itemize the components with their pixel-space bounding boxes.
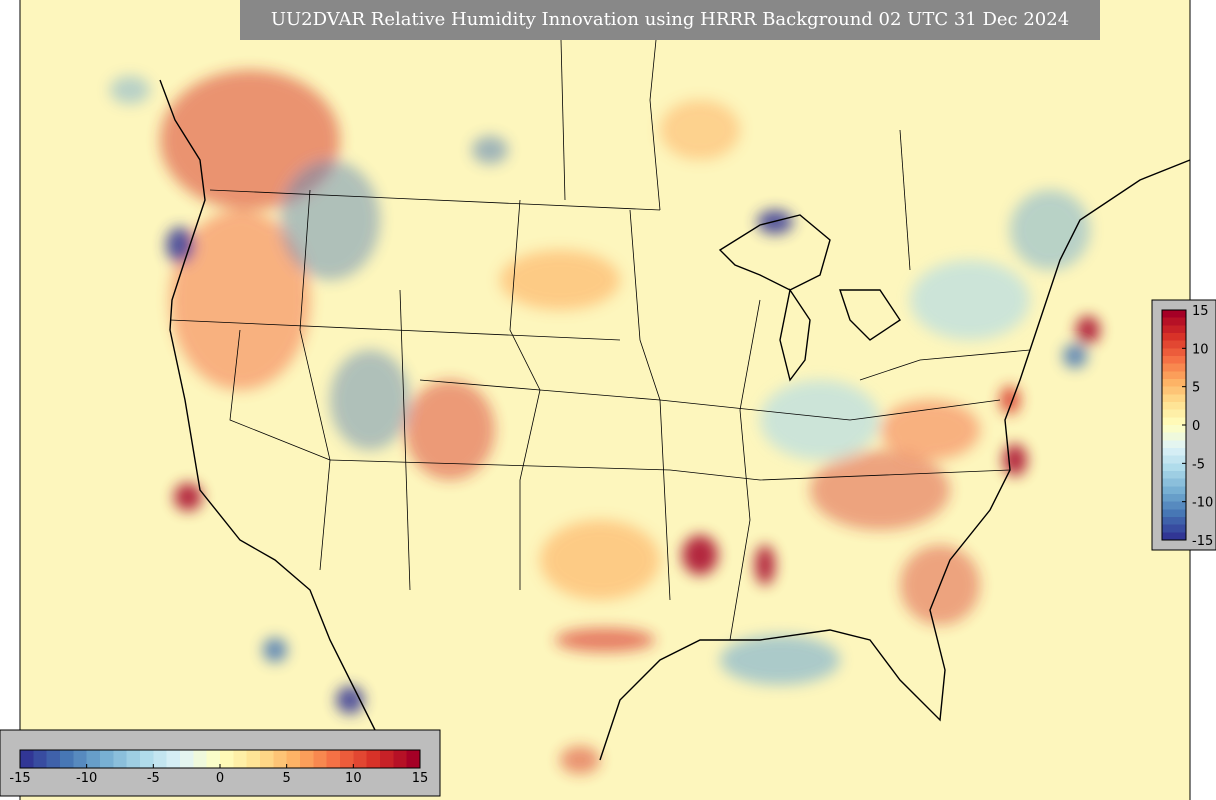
colorbar-tick-label: 15 xyxy=(412,771,429,786)
colorbar-tick-label: -15 xyxy=(1192,534,1213,549)
colorbar-tick-label: 10 xyxy=(345,771,362,786)
colorbar-tick-label: 0 xyxy=(1192,419,1200,434)
colorbar-tick-label: 15 xyxy=(1192,304,1209,319)
colorbar-tick-label: -15 xyxy=(9,771,30,786)
title-box: UU2DVAR Relative Humidity Innovation usi… xyxy=(240,0,1100,40)
colorbar-horizontal: -15 -10 -5 0 5 10 15 xyxy=(0,729,441,797)
field-anomalies xyxy=(110,70,1100,774)
colorbar-tick-label: -10 xyxy=(1192,496,1213,511)
colorbar-tick-label: -5 xyxy=(1192,457,1205,472)
map-field xyxy=(19,0,1191,800)
colorbar-vertical: -15 -10 -5 0 5 10 15 xyxy=(1151,299,1216,551)
borders xyxy=(169,0,1031,641)
colorbar-tick-label: 5 xyxy=(1192,381,1200,396)
title-background xyxy=(240,0,1100,40)
colorbar-tick-label: 0 xyxy=(216,771,224,786)
colorbar-tick-label: 5 xyxy=(283,771,291,786)
coastlines xyxy=(159,79,1191,761)
title: UU2DVAR Relative Humidity Innovation usi… xyxy=(271,9,1069,30)
colorbar-tick-label: -5 xyxy=(147,771,160,786)
colorbar-tick-label: -10 xyxy=(76,771,97,786)
colorbar-tick-label: 10 xyxy=(1192,342,1209,357)
